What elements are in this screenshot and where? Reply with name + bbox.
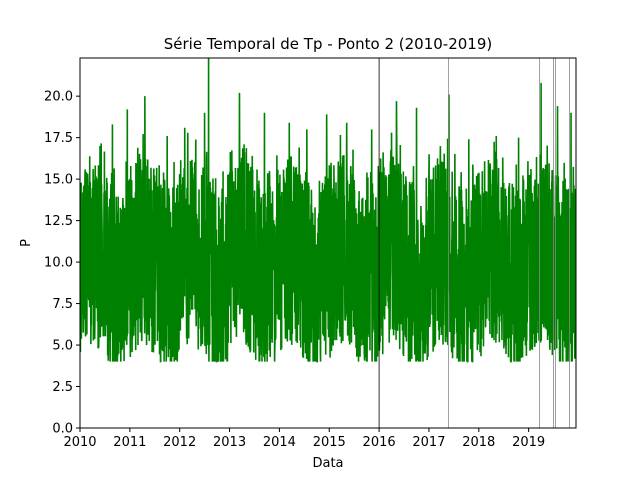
plot-area <box>80 58 576 428</box>
y-tick-label: 7.5 <box>52 297 73 312</box>
x-tick-label: 2016 <box>363 435 396 450</box>
y-tick-label: 2.5 <box>52 380 73 395</box>
y-tick-label: 20.0 <box>44 90 73 105</box>
x-tick-label: 2013 <box>213 435 246 450</box>
y-axis-label: P <box>19 239 34 247</box>
x-tick-label: 2019 <box>512 435 545 450</box>
y-tick-label: 10.0 <box>44 256 73 271</box>
x-tick-label: 2018 <box>462 435 495 450</box>
y-tick-label: 0.0 <box>52 422 73 437</box>
y-tick-label: 12.5 <box>44 214 73 229</box>
x-tick-label: 2017 <box>412 435 445 450</box>
x-tick-label: 2015 <box>313 435 346 450</box>
chart-title: Série Temporal de Tp - Ponto 2 (2010-201… <box>164 35 492 53</box>
series-line <box>80 58 576 363</box>
x-tick-label: 2014 <box>263 435 296 450</box>
y-tick-label: 15.0 <box>44 173 73 188</box>
x-tick-label: 2011 <box>113 435 146 450</box>
x-tick-label: 2010 <box>63 435 96 450</box>
y-tick-label: 17.5 <box>44 131 73 146</box>
plot-frame <box>79 57 577 429</box>
x-tick-label: 2012 <box>163 435 196 450</box>
y-tick-label: 5.0 <box>52 339 73 354</box>
x-axis-label: Data <box>312 456 343 471</box>
